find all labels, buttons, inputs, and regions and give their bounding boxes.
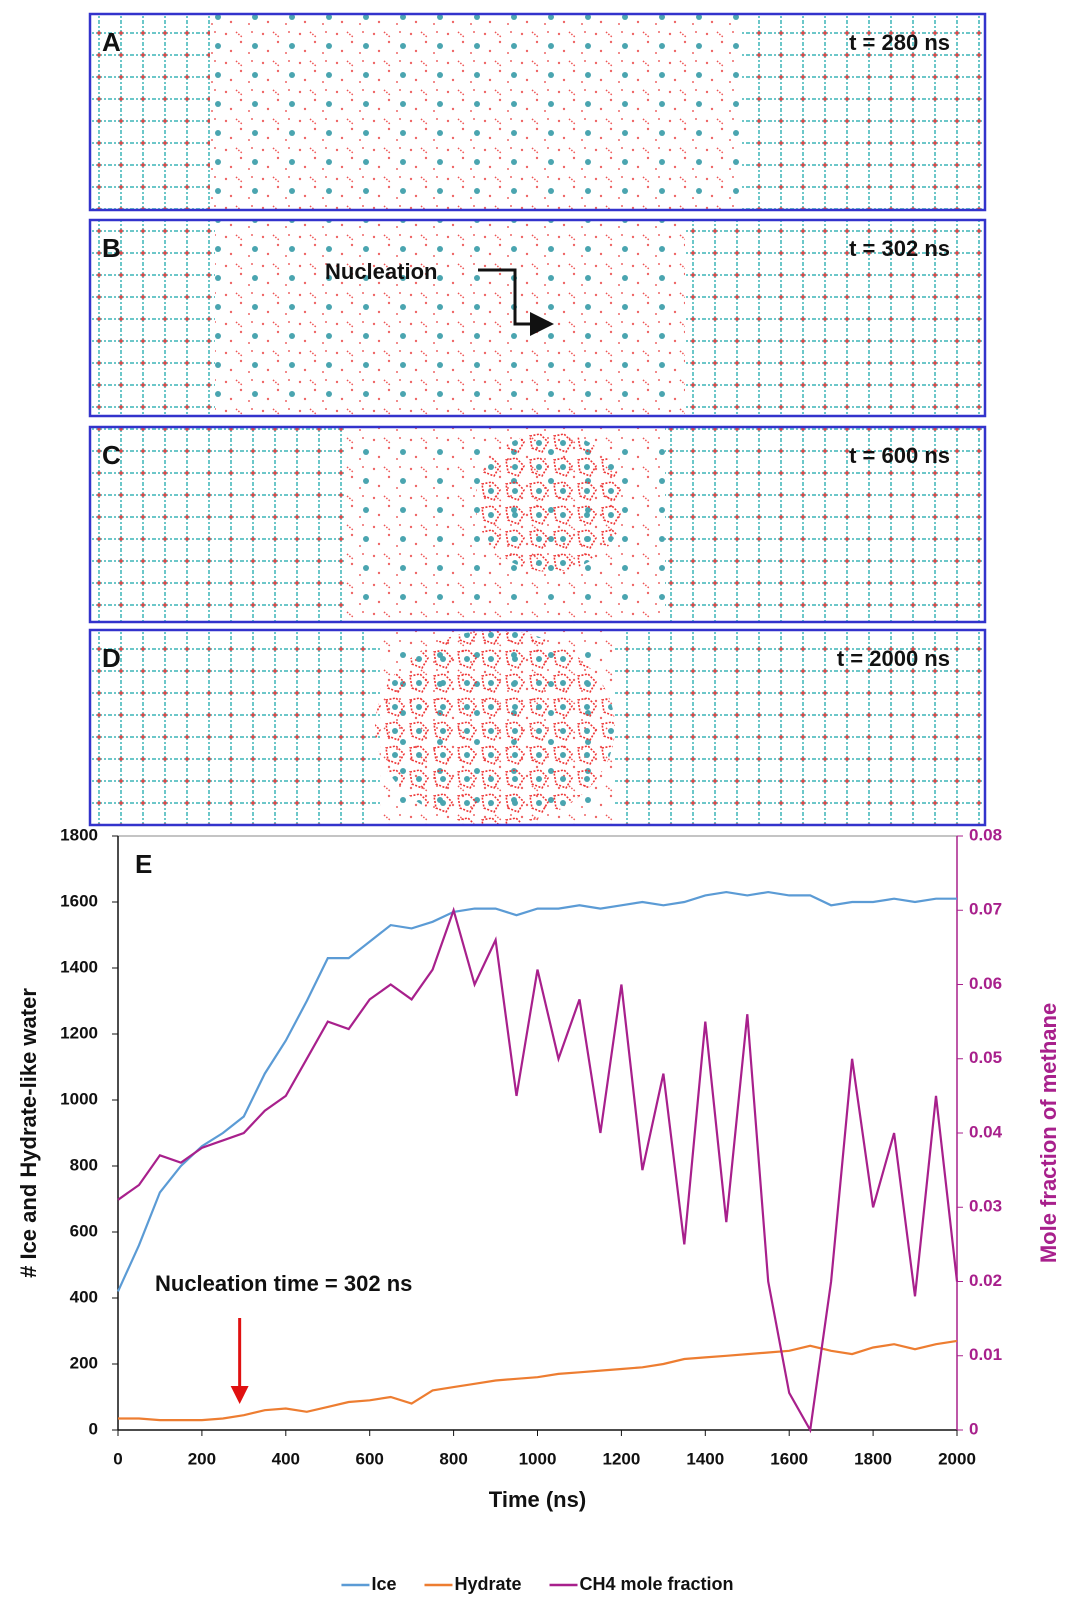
nucleation-arrow	[478, 268, 554, 336]
panel-frame	[88, 425, 987, 624]
y-tick-label: 600	[70, 1221, 98, 1240]
chart-e: 0 200 400 600 800 1000 1200 1400 1600 1800 0 0.01 0.…	[16, 825, 1061, 1593]
ice-region	[90, 427, 345, 622]
liquid-region	[215, 220, 685, 416]
liquid-region	[210, 14, 740, 210]
x-tick-label: 2000	[938, 1449, 976, 1468]
x-tick-label: 1800	[854, 1449, 892, 1468]
ice-region	[90, 220, 215, 416]
y-axis-title: # Ice and Hydrate-like water	[16, 988, 41, 1278]
x-tick-label: 1400	[686, 1449, 724, 1468]
x-tick-label: 400	[272, 1449, 300, 1468]
x-tick-label: 200	[188, 1449, 216, 1468]
y2-axis-title: Mole fraction of methane	[1036, 1003, 1061, 1263]
legend-item: Hydrate	[424, 1574, 522, 1594]
y-tick-label: 1400	[60, 957, 98, 976]
legend-item: CH4 mole fraction	[549, 1574, 734, 1594]
x-tick-label: 1200	[602, 1449, 640, 1468]
y-tick-label: 200	[70, 1353, 98, 1372]
y2-tick-label: 0.05	[969, 1048, 1002, 1067]
series-line	[118, 1339, 958, 1422]
ice-region	[615, 630, 985, 825]
y2-tick-label: 0.04	[969, 1122, 1003, 1141]
annotation: Nucleation time = 302 ns	[155, 1271, 412, 1296]
legend-label: CH4 mole fraction	[580, 1574, 734, 1594]
y2-tick-label: 0.02	[969, 1271, 1002, 1290]
y-tick-label: 1800	[60, 825, 98, 844]
x-tick-label: 1000	[519, 1449, 557, 1468]
x-tick-label: 1600	[770, 1449, 808, 1468]
legend-label: Ice	[371, 1574, 396, 1594]
y-tick-label: 400	[70, 1287, 98, 1306]
y2-tick-label: 0	[969, 1419, 978, 1438]
nucleation-label: Nucleation	[325, 259, 437, 284]
panel-label: E	[135, 849, 152, 879]
panel-time: t = 2000 ns	[837, 646, 950, 671]
y-tick-label: 1200	[60, 1023, 98, 1042]
x-tick-label: 0	[113, 1449, 122, 1468]
x-tick-label: 800	[439, 1449, 467, 1468]
hydrate-cluster	[375, 630, 615, 825]
panel-label: D	[102, 643, 121, 673]
y-tick-label: 800	[70, 1155, 98, 1174]
y-tick-label: 1000	[60, 1089, 98, 1108]
y-tick-label: 0	[89, 1419, 98, 1438]
panel-time: t = 302 ns	[849, 236, 950, 261]
ice-region	[685, 220, 985, 416]
panel-frame	[88, 12, 987, 212]
ice-region	[665, 427, 985, 622]
series-line	[117, 906, 959, 1434]
legend-label: Hydrate	[454, 1574, 521, 1594]
legend-item: Ice	[341, 1574, 396, 1594]
ice-region	[740, 14, 985, 210]
y2-tick-label: 0.03	[969, 1197, 1002, 1216]
y-tick-label: 1600	[60, 891, 98, 910]
panel-time: t = 280 ns	[849, 30, 950, 55]
y2-tick-label: 0.06	[969, 974, 1002, 993]
ice-region	[90, 14, 210, 210]
series-line	[116, 890, 957, 1292]
panel-frame	[88, 628, 987, 827]
panel-time: t = 600 ns	[849, 443, 950, 468]
y2-tick-label: 0.01	[969, 1345, 1002, 1364]
hydrate-cluster	[475, 432, 625, 572]
y2-tick-label: 0.08	[969, 825, 1002, 844]
panel-frame	[88, 218, 987, 418]
panel-label: C	[102, 440, 121, 470]
panel-label: A	[102, 27, 121, 57]
x-axis-title: Time (ns)	[489, 1487, 586, 1512]
panel-label: B	[102, 233, 121, 263]
y2-tick-label: 0.07	[969, 900, 1002, 919]
ice-region	[90, 630, 380, 825]
x-tick-label: 600	[356, 1449, 384, 1468]
